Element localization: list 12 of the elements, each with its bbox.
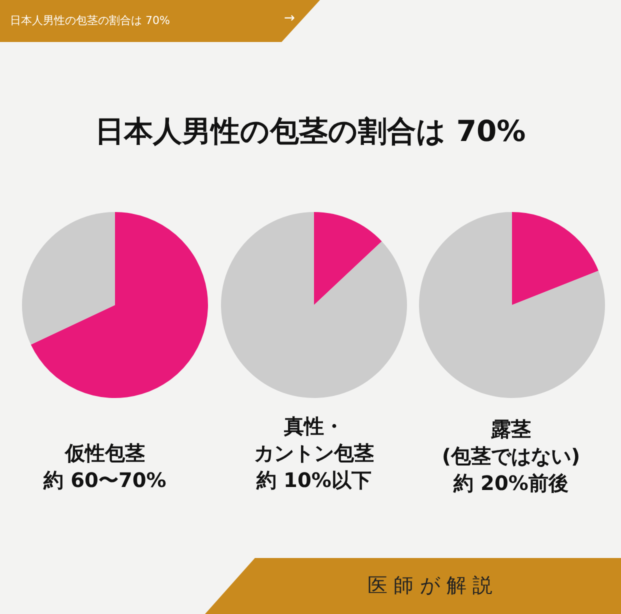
text: 日本人男性の包茎の割合は 70% — [94, 113, 527, 150]
text: 約 60〜70% — [42, 467, 168, 494]
text: → — [284, 11, 295, 26]
text: 仮性包茎 — [64, 440, 146, 467]
text: 日本人男性の包茎の割合は 70% — [10, 13, 170, 28]
text: 医 師 が 解 説 — [366, 572, 494, 599]
text: 約 20%前後 — [452, 470, 570, 497]
text: 真性・ — [283, 413, 345, 440]
text: (包茎ではない) — [440, 443, 582, 470]
text: カントン包茎 — [253, 440, 375, 467]
text: 露茎 — [490, 416, 532, 443]
text: 約 10%以下 — [255, 467, 372, 494]
